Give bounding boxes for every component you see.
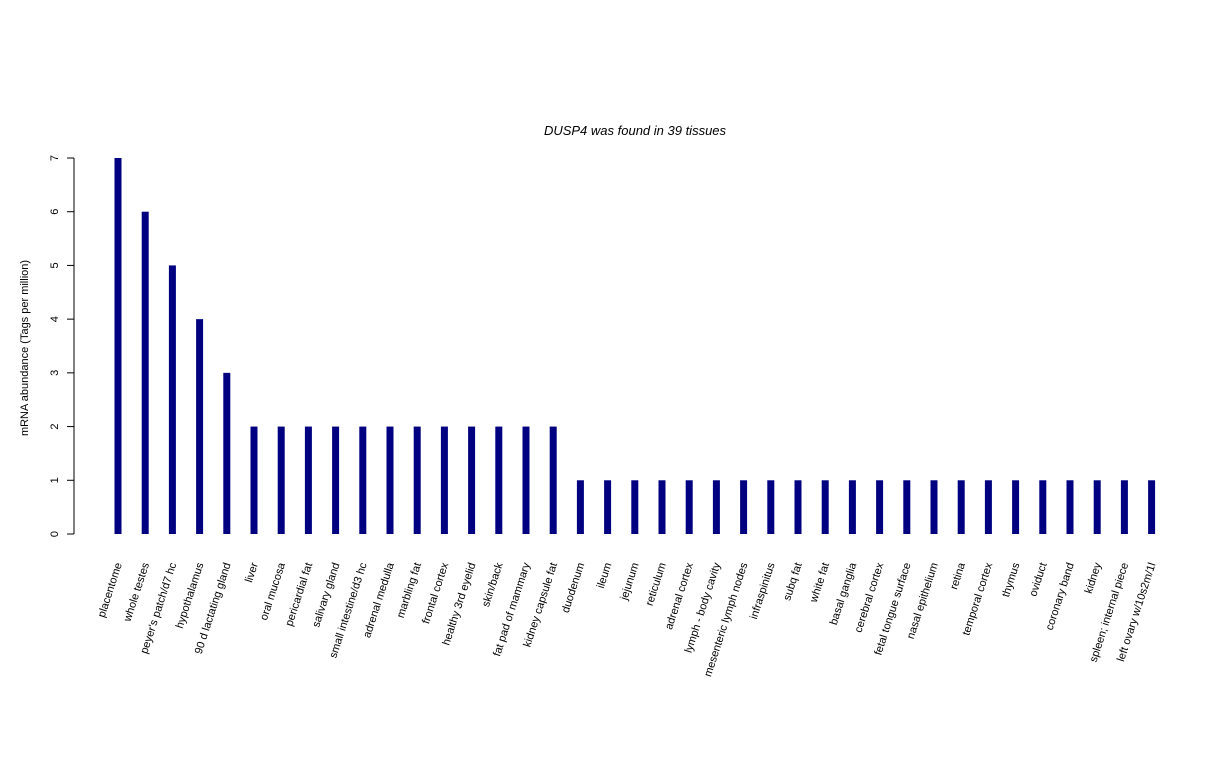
category-label: skin/back xyxy=(480,561,506,609)
bar xyxy=(386,426,394,534)
chart-title: DUSP4 was found in 39 tissues xyxy=(544,123,727,138)
bar xyxy=(114,158,122,534)
category-label: retina xyxy=(948,560,968,591)
y-tick-label: 4 xyxy=(49,316,61,322)
y-tick-label: 1 xyxy=(49,477,61,483)
category-label: salivary gland xyxy=(310,561,342,629)
bar xyxy=(196,319,204,534)
bar xyxy=(522,426,530,534)
category-label: white fat xyxy=(808,561,832,605)
bar xyxy=(848,480,856,534)
category-label: subq fat xyxy=(781,561,805,602)
bars xyxy=(114,158,1156,534)
bar xyxy=(413,426,421,534)
bar xyxy=(984,480,992,534)
bar xyxy=(794,480,802,534)
bar xyxy=(440,426,448,534)
bar xyxy=(359,426,367,534)
bar xyxy=(304,426,312,534)
bar xyxy=(1066,480,1074,534)
bar xyxy=(658,480,666,534)
category-label: coronary band xyxy=(1044,561,1077,632)
bar xyxy=(223,372,231,534)
category-label: kidney xyxy=(1083,561,1104,595)
bar xyxy=(1148,480,1156,534)
category-label: thymus xyxy=(1000,561,1023,599)
category-label: jejunum xyxy=(618,561,642,602)
category-label: marbling fat xyxy=(395,561,424,619)
bar xyxy=(1120,480,1128,534)
y-axis: 0 1 2 3 4 5 6 7 xyxy=(49,155,75,537)
bar xyxy=(957,480,965,534)
y-tick-label: 0 xyxy=(49,531,61,537)
bar xyxy=(1093,480,1101,534)
category-label: placentome xyxy=(96,561,125,619)
bar xyxy=(712,480,720,534)
bar xyxy=(576,480,584,534)
bar xyxy=(168,265,176,534)
bar xyxy=(141,211,149,534)
category-label: oral mucosa xyxy=(258,560,288,622)
category-label: reticulum xyxy=(644,561,669,607)
bar xyxy=(604,480,612,534)
bar xyxy=(903,480,911,534)
bar xyxy=(468,426,476,534)
category-label: pericardial fat xyxy=(283,561,315,628)
category-label: duodenum xyxy=(560,561,587,614)
y-tick-label: 7 xyxy=(49,155,61,161)
bar xyxy=(631,480,639,534)
bar xyxy=(549,426,557,534)
y-tick-label: 6 xyxy=(49,209,61,215)
category-label: hypothalamus xyxy=(174,561,207,630)
y-tick-label: 2 xyxy=(49,424,61,430)
category-label: frontal cortex xyxy=(420,561,451,626)
bar xyxy=(876,480,884,534)
bar xyxy=(821,480,829,534)
bar xyxy=(250,426,258,534)
category-label: basal ganglia xyxy=(828,560,860,626)
y-tick-label: 5 xyxy=(49,262,61,268)
bar xyxy=(277,426,285,534)
category-label: infraspinitus xyxy=(748,561,778,621)
y-tick-label: 3 xyxy=(49,370,61,376)
bar xyxy=(685,480,693,534)
bar xyxy=(332,426,340,534)
category-label: adrenal cortex xyxy=(663,561,696,631)
bar xyxy=(1039,480,1047,534)
bar xyxy=(767,480,775,534)
category-label: oviduct xyxy=(1027,561,1049,598)
bar xyxy=(1012,480,1020,534)
category-label: liver xyxy=(243,561,261,584)
bar xyxy=(930,480,938,534)
y-axis-label: mRNA abundance (Tags per million) xyxy=(19,260,31,436)
category-label: ileum xyxy=(595,561,615,590)
bar xyxy=(740,480,748,534)
category-label: whole testes xyxy=(121,561,152,624)
bar xyxy=(495,426,503,534)
